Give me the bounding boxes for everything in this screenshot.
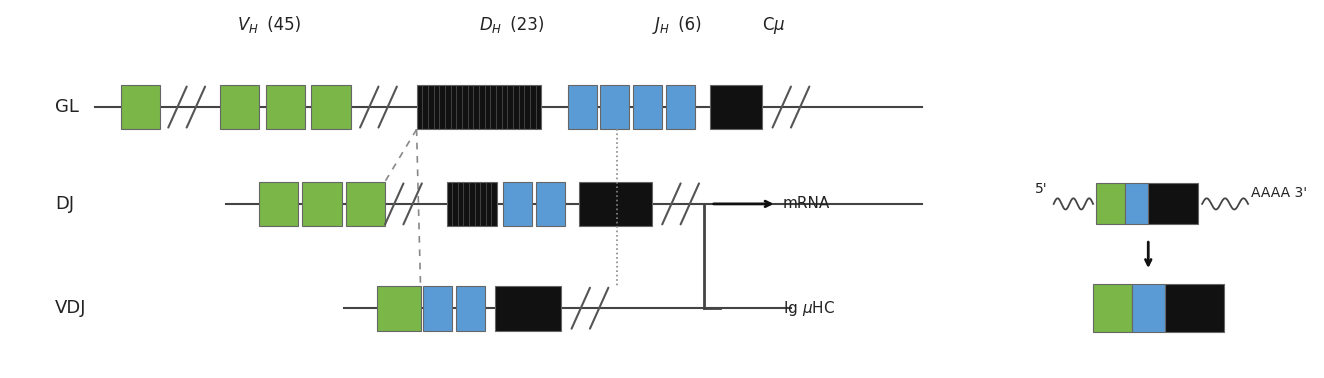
Text: (45): (45) xyxy=(262,16,301,34)
Bar xyxy=(1148,183,1198,225)
Bar xyxy=(424,286,451,330)
Bar xyxy=(503,181,532,226)
Bar xyxy=(1124,183,1148,225)
Bar xyxy=(120,85,160,129)
Text: C$\mu$: C$\mu$ xyxy=(763,15,785,36)
Text: $D_H$: $D_H$ xyxy=(479,15,502,35)
Bar xyxy=(1165,284,1225,332)
Bar xyxy=(455,286,485,330)
Bar xyxy=(417,85,542,129)
Text: $V_H$: $V_H$ xyxy=(237,15,260,35)
Text: $J_H$: $J_H$ xyxy=(651,15,670,36)
Bar xyxy=(346,181,385,226)
Bar xyxy=(580,181,651,226)
Bar xyxy=(601,85,629,129)
Bar xyxy=(1096,183,1124,225)
Text: (23): (23) xyxy=(504,16,544,34)
Bar xyxy=(633,85,662,129)
Bar xyxy=(1094,284,1132,332)
Text: DJ: DJ xyxy=(56,195,74,213)
Bar xyxy=(568,85,597,129)
Bar xyxy=(495,286,561,330)
Text: Ig $\mu$HC: Ig $\mu$HC xyxy=(782,299,835,318)
Bar xyxy=(1132,284,1165,332)
Bar xyxy=(536,181,565,226)
Bar xyxy=(710,85,763,129)
Bar xyxy=(266,85,305,129)
Text: 5': 5' xyxy=(1034,182,1047,196)
Text: AAAA 3': AAAA 3' xyxy=(1251,186,1307,200)
Bar xyxy=(377,286,421,330)
Text: GL: GL xyxy=(56,98,79,116)
Text: (6): (6) xyxy=(673,16,702,34)
Bar xyxy=(666,85,695,129)
Bar xyxy=(311,85,351,129)
Bar xyxy=(260,181,298,226)
Bar xyxy=(220,85,260,129)
Text: VDJ: VDJ xyxy=(56,299,87,317)
Text: mRNA: mRNA xyxy=(782,197,830,211)
Bar xyxy=(302,181,342,226)
Bar xyxy=(446,181,496,226)
